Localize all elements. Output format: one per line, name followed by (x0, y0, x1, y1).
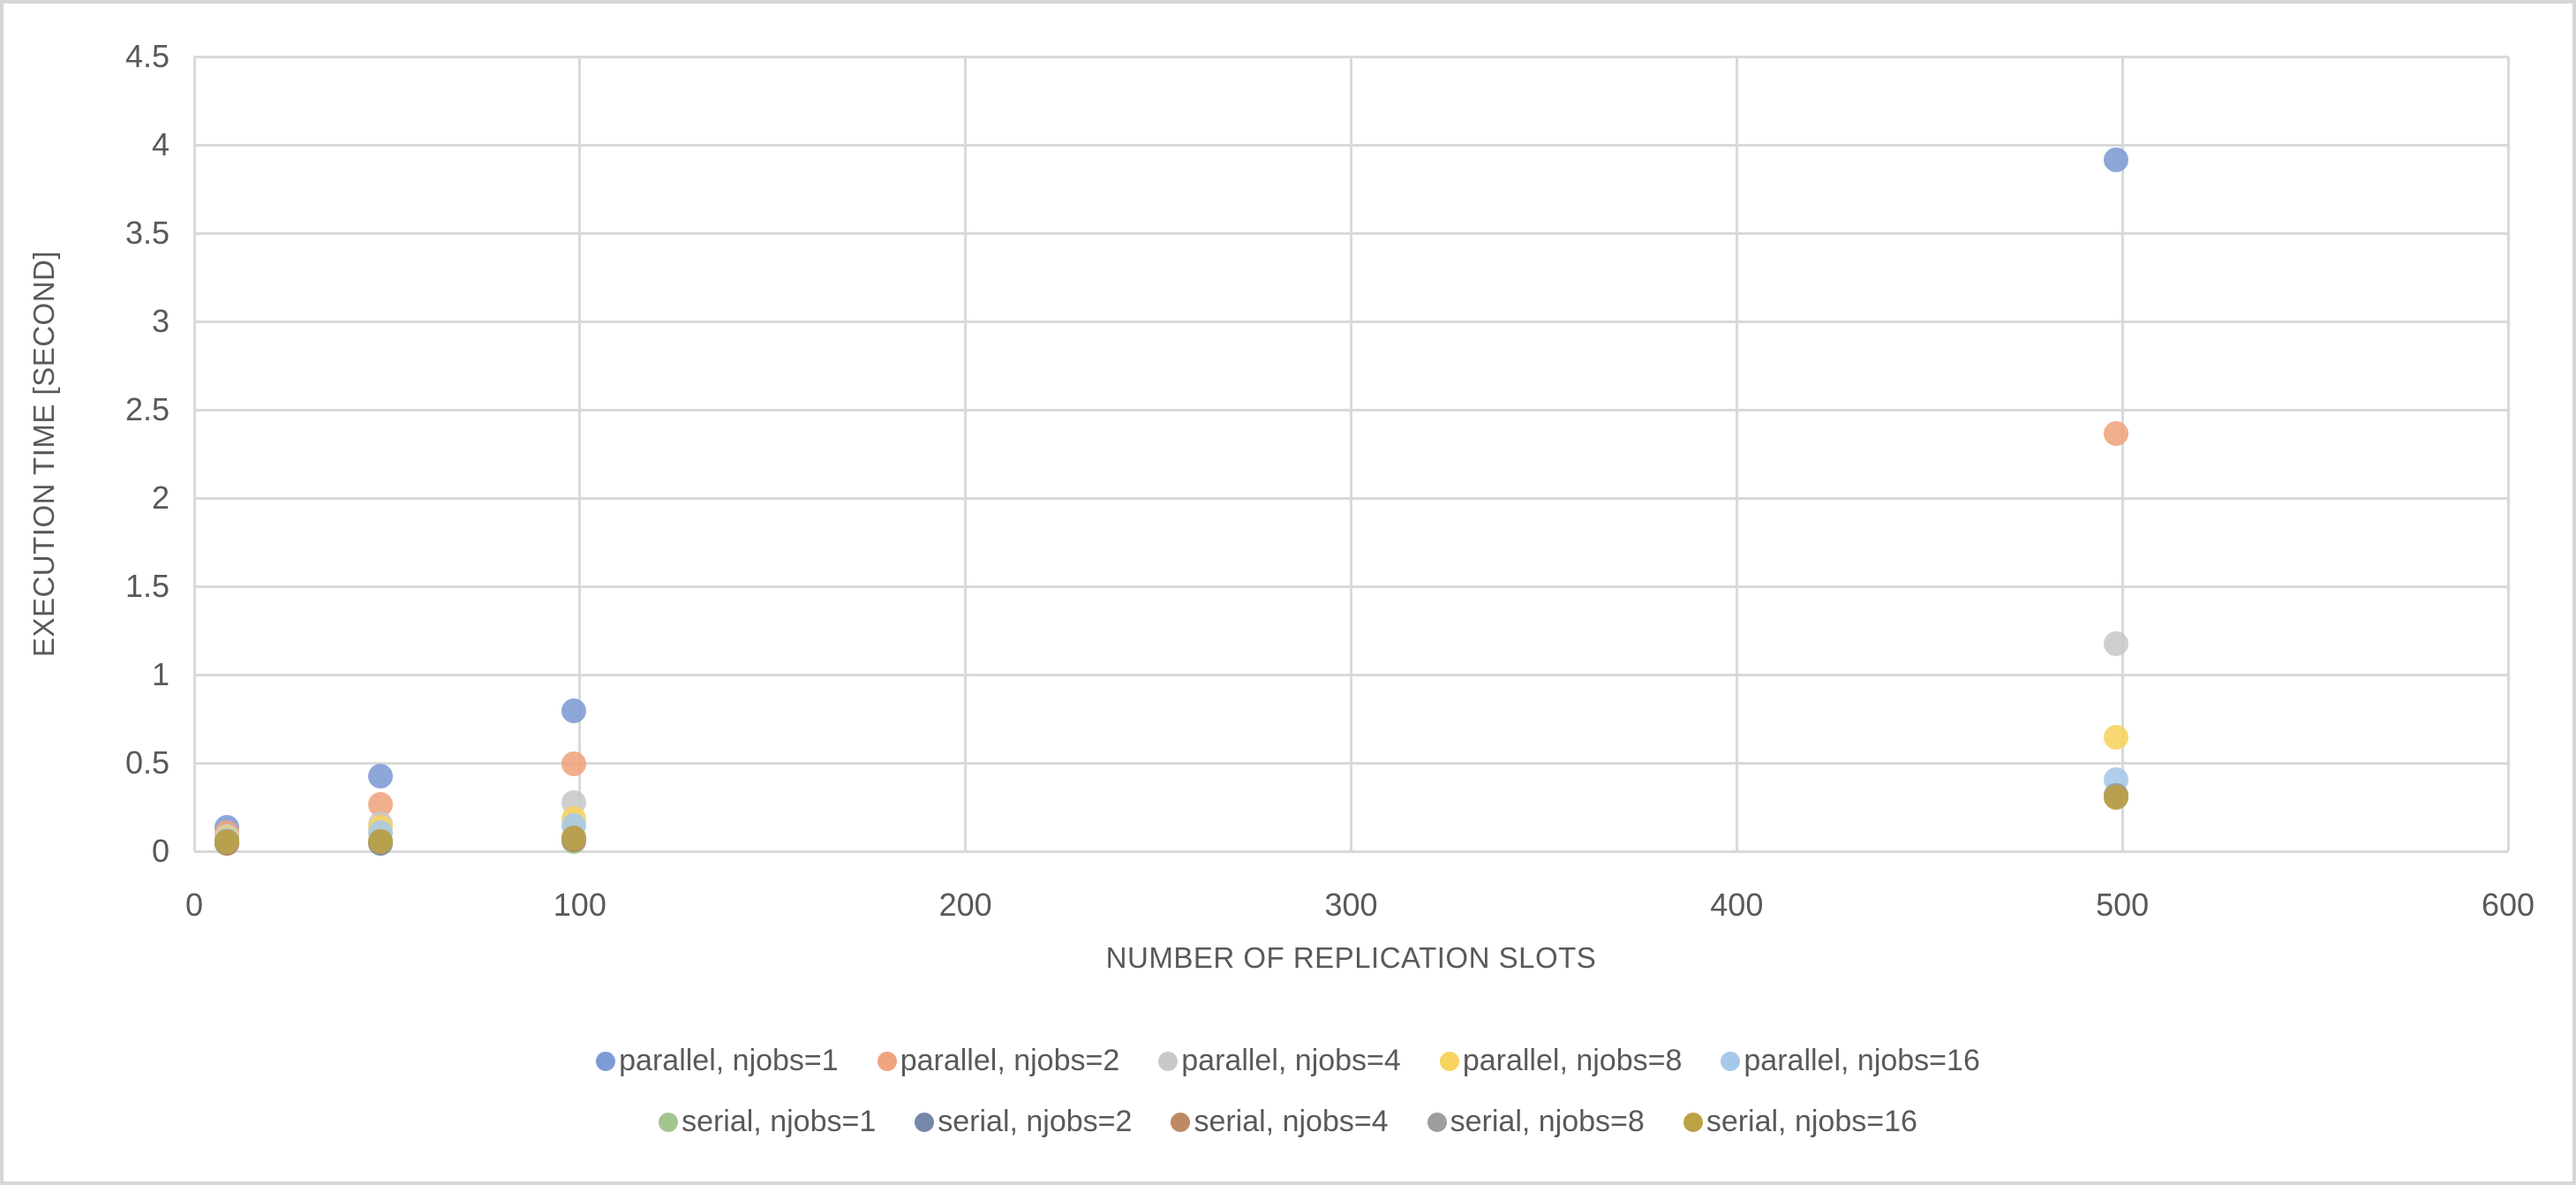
gridline-horizontal-2 (194, 496, 2508, 500)
gridline-horizontal-1 (194, 673, 2508, 676)
data-point (561, 826, 586, 850)
data-point (368, 764, 394, 789)
legend-marker-icon (1171, 1112, 1191, 1132)
legend-label: parallel, njobs=4 (1181, 1044, 1401, 1077)
gridline-horizontal-0.5 (194, 761, 2508, 765)
legend-item-serial-njobs-4: serial, njobs=4 (1171, 1105, 1389, 1139)
gridline-horizontal-4.5 (194, 55, 2508, 58)
legend-label: parallel, njobs=2 (900, 1044, 1120, 1077)
legend-marker-icon (596, 1051, 616, 1071)
legend-item-parallel-njobs-4: parallel, njobs=4 (1158, 1044, 1401, 1078)
legend-marker-icon (877, 1051, 897, 1071)
legend-marker-icon (1427, 1112, 1447, 1132)
y-tick-label-3: 3 (151, 303, 169, 339)
legend-item-parallel-njobs-1: parallel, njobs=1 (596, 1044, 839, 1078)
y-axis-title: EXECUTION TIME [SECOND] (27, 250, 60, 658)
y-tick-label-1.5: 1.5 (124, 568, 169, 604)
data-point (2104, 785, 2129, 810)
x-tick-label-300: 300 (1324, 887, 1378, 923)
gridline-horizontal-3.5 (194, 231, 2508, 235)
legend-label: serial, njobs=8 (1450, 1105, 1645, 1138)
data-point (2104, 725, 2129, 750)
x-tick-label-400: 400 (1710, 887, 1764, 923)
y-tick-label-2: 2 (151, 479, 169, 516)
y-tick-label-4.5: 4.5 (124, 38, 169, 74)
data-point (214, 829, 239, 854)
legend-item-serial-njobs-8: serial, njobs=8 (1427, 1105, 1645, 1139)
gridline-horizontal-4 (194, 143, 2508, 147)
legend-label: parallel, njobs=1 (619, 1044, 839, 1077)
legend-item-serial-njobs-16: serial, njobs=16 (1683, 1105, 1917, 1139)
legend-label: parallel, njobs=8 (1462, 1044, 1683, 1077)
legend-item-parallel-njobs-8: parallel, njobs=8 (1439, 1044, 1683, 1078)
data-point (368, 829, 394, 854)
x-axis-title: NUMBER OF REPLICATION SLOTS (1105, 941, 1597, 974)
gridline-vertical-200 (964, 57, 968, 851)
legend-label: parallel, njobs=16 (1744, 1044, 1980, 1077)
data-point (2104, 421, 2129, 446)
x-tick-label-500: 500 (2096, 887, 2150, 923)
x-tick-label-100: 100 (553, 887, 606, 923)
plot-area (192, 55, 2510, 856)
data-point (561, 698, 586, 723)
legend-item-parallel-njobs-2: parallel, njobs=2 (877, 1044, 1120, 1078)
legend-label: serial, njobs=16 (1706, 1105, 1917, 1138)
data-point (561, 751, 586, 776)
x-tick-label-200: 200 (938, 887, 992, 923)
legend: parallel, njobs=1 parallel, njobs=2 parall… (4, 1044, 2572, 1139)
gridline-vertical-600 (2506, 57, 2510, 851)
legend-marker-icon (1158, 1051, 1179, 1071)
gridline-horizontal-3 (194, 320, 2508, 323)
legend-marker-icon (659, 1112, 679, 1132)
gridline-vertical-0 (192, 57, 196, 851)
legend-row-2: serial, njobs=1 serial, njobs=2 serial, nj… (659, 1105, 1917, 1139)
legend-marker-icon (1721, 1051, 1741, 1071)
x-tick-label-600: 600 (2481, 887, 2535, 923)
gridline-vertical-100 (578, 57, 582, 851)
gridline-horizontal-2.5 (194, 408, 2508, 411)
legend-row-1: parallel, njobs=1 parallel, njobs=2 parall… (596, 1044, 1980, 1078)
gridline-horizontal-0 (194, 849, 2508, 853)
y-tick-label-3.5: 3.5 (124, 215, 169, 251)
data-point (2104, 631, 2129, 656)
legend-label: serial, njobs=4 (1194, 1105, 1389, 1138)
legend-marker-icon (1439, 1051, 1459, 1071)
y-tick-label-4: 4 (151, 126, 169, 162)
legend-label: serial, njobs=1 (682, 1105, 877, 1138)
legend-marker-icon (1683, 1112, 1703, 1132)
gridline-vertical-300 (1350, 57, 1352, 851)
legend-marker-icon (915, 1112, 935, 1132)
legend-item-serial-njobs-1: serial, njobs=1 (659, 1105, 876, 1139)
y-tick-label-0.5: 0.5 (124, 744, 169, 781)
y-tick-label-1: 1 (151, 656, 169, 692)
x-tick-label-0: 0 (185, 887, 204, 923)
legend-item-parallel-njobs-16: parallel, njobs=16 (1721, 1044, 1980, 1078)
data-point (2104, 147, 2129, 172)
gridline-vertical-400 (1735, 57, 1738, 851)
y-tick-label-0: 0 (151, 833, 169, 869)
legend-item-serial-njobs-2: serial, njobs=2 (915, 1105, 1132, 1139)
y-tick-label-2.5: 2.5 (124, 391, 169, 427)
legend-label: serial, njobs=2 (938, 1105, 1133, 1138)
gridline-horizontal-1.5 (194, 585, 2508, 588)
gridline-vertical-500 (2120, 57, 2124, 851)
